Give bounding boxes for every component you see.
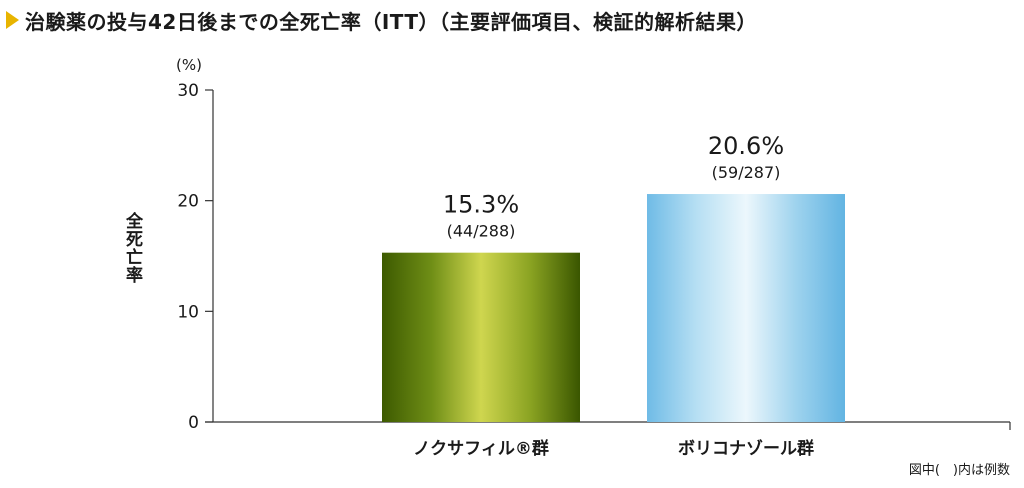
- title-triangle-icon: [6, 11, 19, 29]
- value-label: 20.6%: [708, 132, 784, 160]
- footnote: 図中( )内は例数: [908, 463, 1010, 478]
- category-label: ボリコナゾール群: [678, 438, 814, 459]
- count-label: (44/288): [447, 222, 516, 241]
- value-label: 15.3%: [443, 191, 519, 219]
- chart-title-row: 治験薬の投与42日後までの全死亡率（ITT）（主要評価項目、検証的解析結果）: [6, 6, 757, 34]
- chart-title: 治験薬の投与42日後までの全死亡率（ITT）（主要評価項目、検証的解析結果）: [25, 9, 758, 34]
- y-tick-label: 20: [177, 192, 199, 212]
- count-label: (59/287): [712, 163, 781, 182]
- category-label: ノクサフィル®群: [413, 438, 549, 459]
- y-unit-label: (%): [176, 56, 202, 74]
- bar-1: [382, 252, 580, 422]
- y-tick-label: 30: [177, 81, 199, 101]
- bar-2: [647, 194, 845, 422]
- y-tick-label: 10: [177, 302, 199, 322]
- y-tick-label: 0: [188, 413, 199, 433]
- y-axis-label: 全死亡率: [122, 212, 142, 284]
